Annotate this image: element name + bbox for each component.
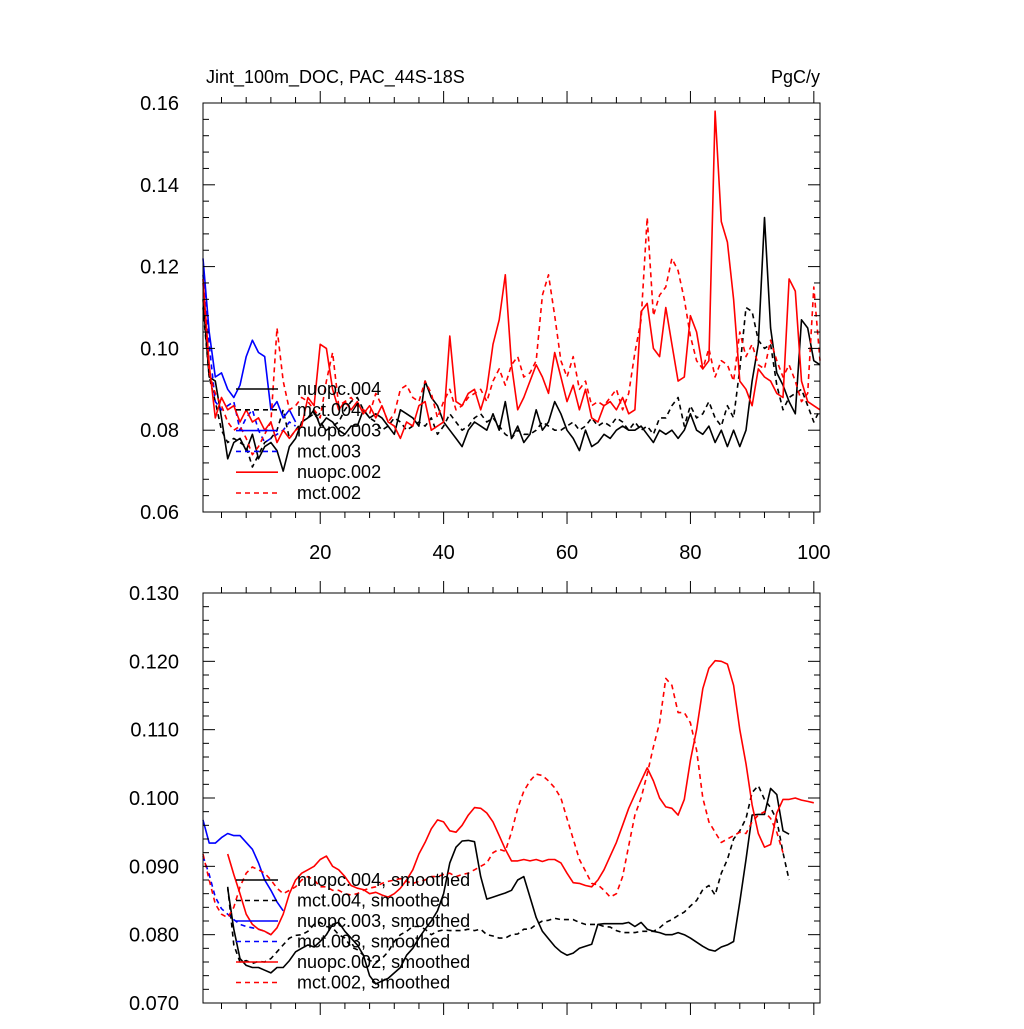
legend-label: mct.004 [297,400,361,420]
y-tick-label: 0.070 [129,993,179,1015]
series-line-mct-004-smoothed [226,784,790,965]
y-tick-label: 0.14 [140,175,179,197]
legend-label: mct.002 [297,483,361,503]
legend-label: mct.003 [297,441,361,461]
x-tick-label: 20 [309,542,331,564]
y-tick-label: 0.130 [129,583,179,605]
x-tick-label: 100 [797,542,830,564]
legend-label: nuopc.003, smoothed [297,911,470,931]
legend-label: nuopc.003 [297,421,381,441]
series-line-nuopc-002 [202,110,821,444]
y-tick-label: 0.100 [129,788,179,810]
top-chart-units: PgC/y [771,67,820,87]
x-tick-label: 40 [433,542,455,564]
legend-label: nuopc.004, smoothed [297,870,470,890]
y-tick-label: 0.16 [140,93,179,115]
series-line-nuopc-004-smoothed [226,787,790,985]
bottom-panel: 0.070 0.080 0.090 0.100 0.110 0.120 0.130 nuop… [129,581,821,1015]
y-tick-label: 0.120 [129,651,179,673]
legend-label: nuopc.004 [297,379,381,399]
series-line-nuopc-003-smoothed [202,819,284,912]
y-tick-label: 0.110 [130,720,179,742]
series-line-nuopc-003 [202,258,297,423]
legend-label: mct.002, smoothed [297,973,450,993]
y-tick-label: 0.12 [140,257,179,279]
y-tick-label: 0.090 [129,856,179,878]
series-line-nuopc-002-smoothed [226,659,814,936]
y-tick-label: 0.08 [140,420,179,442]
x-tick-label: 60 [556,542,578,564]
series-line-mct-004 [202,306,821,468]
plot-frame [202,102,821,513]
legend-label: nuopc.002, smoothed [297,952,470,972]
y-tick-label: 0.080 [129,925,179,947]
y-tick-label: 0.06 [140,502,179,524]
y-tick-label: 0.10 [140,338,179,360]
legend-label: mct.004, smoothed [297,891,450,911]
x-tick-label: 80 [679,542,701,564]
series-line-mct-002-smoothed [202,677,784,919]
series-line-mct-003 [202,274,297,444]
legend-label: nuopc.002 [297,462,381,482]
top-chart-title: Jint_100m_DOC, PAC_44S-18S [206,67,465,88]
legend-label: mct.003, smoothed [297,932,450,952]
top-panel: Jint_100m_DOC, PAC_44S-18S PgC/y 0.06 0.0… [140,67,830,564]
